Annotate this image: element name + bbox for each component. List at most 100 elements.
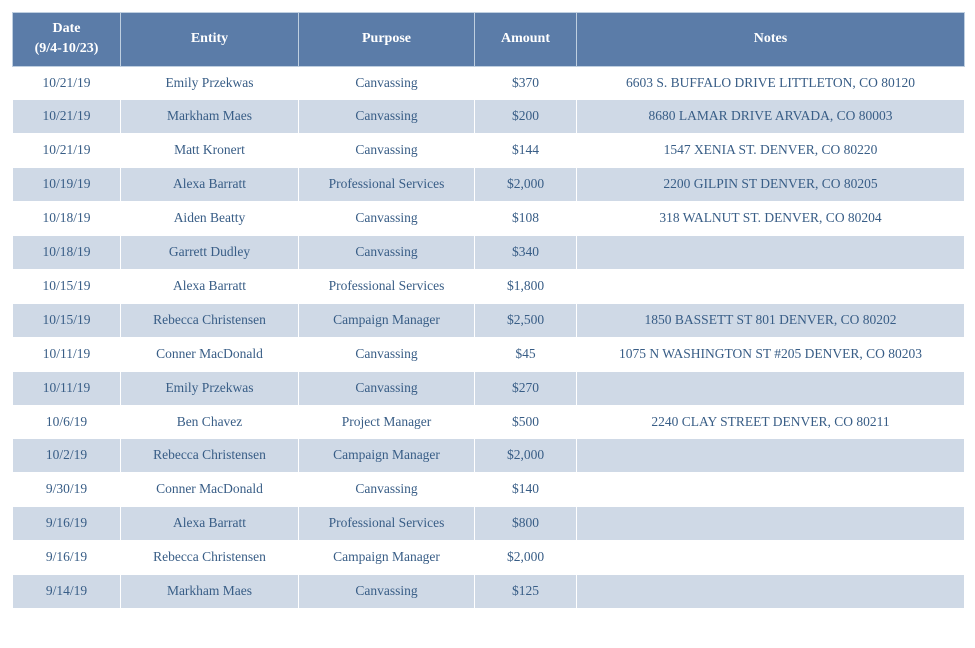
cell-date: 10/18/19 <box>13 236 121 270</box>
cell-entity: Alexa Barratt <box>121 507 299 541</box>
cell-entity: Emily Przekwas <box>121 66 299 100</box>
cell-date: 9/14/19 <box>13 574 121 608</box>
cell-date: 10/21/19 <box>13 66 121 100</box>
table-row: 10/19/19Alexa BarrattProfessional Servic… <box>13 168 965 202</box>
cell-entity: Garrett Dudley <box>121 236 299 270</box>
cell-amount: $270 <box>475 371 577 405</box>
table-row: 10/11/19Emily PrzekwasCanvassing$270 <box>13 371 965 405</box>
cell-purpose: Campaign Manager <box>299 439 475 473</box>
col-date: Date (9/4-10/23) <box>13 13 121 67</box>
cell-notes: 8680 LAMAR DRIVE ARVADA, CO 80003 <box>577 100 965 134</box>
col-entity: Entity <box>121 13 299 67</box>
col-notes: Notes <box>577 13 965 67</box>
table-row: 9/14/19Markham MaesCanvassing$125 <box>13 574 965 608</box>
cell-notes: 2200 GILPIN ST DENVER, CO 80205 <box>577 168 965 202</box>
cell-amount: $125 <box>475 574 577 608</box>
cell-notes <box>577 574 965 608</box>
cell-date: 9/16/19 <box>13 541 121 575</box>
cell-date: 10/6/19 <box>13 405 121 439</box>
table-row: 10/21/19Matt KronertCanvassing$1441547 X… <box>13 134 965 168</box>
cell-notes <box>577 541 965 575</box>
cell-amount: $108 <box>475 202 577 236</box>
cell-notes <box>577 269 965 303</box>
cell-entity: Alexa Barratt <box>121 269 299 303</box>
cell-amount: $200 <box>475 100 577 134</box>
cell-entity: Markham Maes <box>121 100 299 134</box>
cell-amount: $45 <box>475 337 577 371</box>
cell-date: 10/21/19 <box>13 134 121 168</box>
cell-amount: $2,000 <box>475 168 577 202</box>
cell-purpose: Canvassing <box>299 473 475 507</box>
cell-date: 10/11/19 <box>13 371 121 405</box>
header-row: Date (9/4-10/23) Entity Purpose Amount N… <box>13 13 965 67</box>
cell-purpose: Professional Services <box>299 507 475 541</box>
cell-amount: $2,000 <box>475 439 577 473</box>
cell-amount: $2,000 <box>475 541 577 575</box>
cell-purpose: Canvassing <box>299 66 475 100</box>
expense-table: Date (9/4-10/23) Entity Purpose Amount N… <box>12 12 965 609</box>
cell-notes <box>577 473 965 507</box>
cell-notes <box>577 507 965 541</box>
cell-purpose: Canvassing <box>299 100 475 134</box>
cell-purpose: Canvassing <box>299 574 475 608</box>
table-row: 10/18/19Garrett DudleyCanvassing$340 <box>13 236 965 270</box>
cell-entity: Matt Kronert <box>121 134 299 168</box>
cell-date: 10/21/19 <box>13 100 121 134</box>
col-date-sub: (9/4-10/23) <box>35 41 99 56</box>
cell-notes: 6603 S. BUFFALO DRIVE LITTLETON, CO 8012… <box>577 66 965 100</box>
table-row: 10/21/19Markham MaesCanvassing$2008680 L… <box>13 100 965 134</box>
cell-date: 10/19/19 <box>13 168 121 202</box>
cell-purpose: Canvassing <box>299 202 475 236</box>
cell-entity: Rebecca Christensen <box>121 303 299 337</box>
table-row: 10/15/19Alexa BarrattProfessional Servic… <box>13 269 965 303</box>
cell-entity: Conner MacDonald <box>121 337 299 371</box>
cell-notes: 2240 CLAY STREET DENVER, CO 80211 <box>577 405 965 439</box>
cell-amount: $800 <box>475 507 577 541</box>
cell-entity: Rebecca Christensen <box>121 439 299 473</box>
cell-purpose: Professional Services <box>299 168 475 202</box>
table-row: 10/2/19Rebecca ChristensenCampaign Manag… <box>13 439 965 473</box>
cell-purpose: Canvassing <box>299 236 475 270</box>
cell-amount: $370 <box>475 66 577 100</box>
col-date-label: Date <box>53 21 81 36</box>
table-row: 10/6/19Ben ChavezProject Manager$5002240… <box>13 405 965 439</box>
cell-notes <box>577 236 965 270</box>
cell-entity: Aiden Beatty <box>121 202 299 236</box>
cell-notes <box>577 439 965 473</box>
cell-entity: Markham Maes <box>121 574 299 608</box>
table-row: 10/11/19Conner MacDonaldCanvassing$45107… <box>13 337 965 371</box>
table-row: 10/18/19Aiden BeattyCanvassing$108318 WA… <box>13 202 965 236</box>
cell-entity: Conner MacDonald <box>121 473 299 507</box>
cell-purpose: Canvassing <box>299 337 475 371</box>
cell-entity: Alexa Barratt <box>121 168 299 202</box>
cell-notes: 318 WALNUT ST. DENVER, CO 80204 <box>577 202 965 236</box>
cell-amount: $500 <box>475 405 577 439</box>
cell-purpose: Canvassing <box>299 134 475 168</box>
cell-amount: $144 <box>475 134 577 168</box>
table-row: 9/16/19Alexa BarrattProfessional Service… <box>13 507 965 541</box>
table-row: 9/30/19Conner MacDonaldCanvassing$140 <box>13 473 965 507</box>
cell-date: 10/15/19 <box>13 269 121 303</box>
cell-purpose: Project Manager <box>299 405 475 439</box>
cell-date: 9/30/19 <box>13 473 121 507</box>
table-row: 10/21/19Emily PrzekwasCanvassing$3706603… <box>13 66 965 100</box>
cell-notes <box>577 371 965 405</box>
cell-purpose: Campaign Manager <box>299 303 475 337</box>
cell-date: 9/16/19 <box>13 507 121 541</box>
cell-purpose: Canvassing <box>299 371 475 405</box>
table-row: 10/15/19Rebecca ChristensenCampaign Mana… <box>13 303 965 337</box>
cell-date: 10/15/19 <box>13 303 121 337</box>
cell-amount: $140 <box>475 473 577 507</box>
cell-notes: 1075 N WASHINGTON ST #205 DENVER, CO 802… <box>577 337 965 371</box>
cell-amount: $1,800 <box>475 269 577 303</box>
cell-entity: Emily Przekwas <box>121 371 299 405</box>
table-row: 9/16/19Rebecca ChristensenCampaign Manag… <box>13 541 965 575</box>
cell-notes: 1850 BASSETT ST 801 DENVER, CO 80202 <box>577 303 965 337</box>
cell-purpose: Professional Services <box>299 269 475 303</box>
cell-amount: $2,500 <box>475 303 577 337</box>
cell-date: 10/11/19 <box>13 337 121 371</box>
cell-entity: Rebecca Christensen <box>121 541 299 575</box>
cell-notes: 1547 XENIA ST. DENVER, CO 80220 <box>577 134 965 168</box>
col-amount: Amount <box>475 13 577 67</box>
cell-amount: $340 <box>475 236 577 270</box>
